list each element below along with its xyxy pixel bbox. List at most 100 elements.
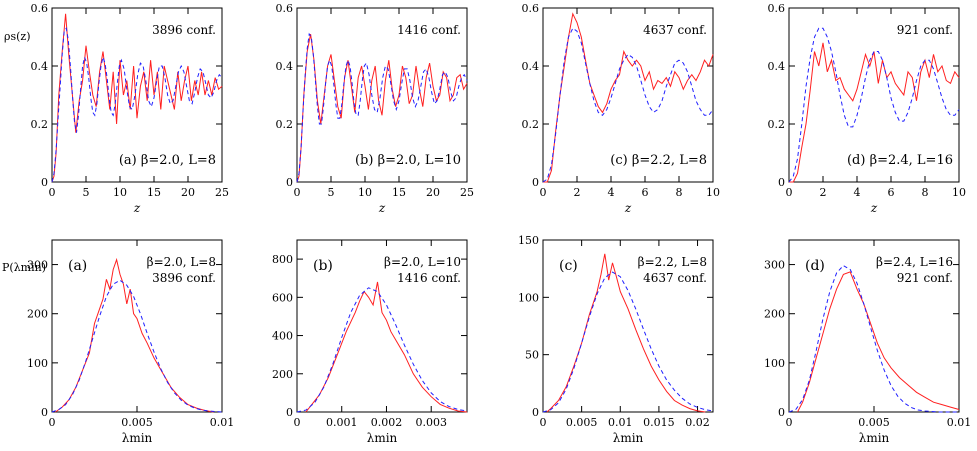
panel-top-c-xtick-label: 4 <box>608 186 615 199</box>
panel-top-a-xtick-label: 5 <box>83 186 90 199</box>
panel-bottom-c-xtick-label: 0 <box>540 416 547 429</box>
panel-top-b-fit-curve <box>296 32 468 183</box>
panel-top-c-ytick-label: 0.6 <box>522 2 540 15</box>
panel-bottom-c-ytick-label: 100 <box>518 291 539 304</box>
panel-bottom-d-ytick-label: 200 <box>764 308 785 321</box>
panel-bottom-a-ytick-label: 0 <box>41 406 48 419</box>
panel-top-a-xtick-label: 20 <box>181 186 195 199</box>
bottom-y-axis-label: P(λmin) <box>2 261 46 274</box>
panel-bottom-a-xlabel: λmin <box>122 431 153 445</box>
panel-top-c-ytick-label: 0.4 <box>522 60 540 73</box>
panel-top-c-xtick-label: 10 <box>706 186 720 199</box>
panel-bottom-d-data-line <box>797 271 960 413</box>
panel-bottom-d-ytick-label: 0 <box>778 406 785 419</box>
panel-bottom-c-param-label: β=2.2, L=8 <box>638 255 707 269</box>
panel-bottom-b-data-line <box>305 281 468 413</box>
panel-top-c-frame <box>542 7 714 183</box>
panel-top-d-frame <box>788 7 960 183</box>
panel-top-b-xtick-label: 0 <box>294 186 301 199</box>
panel-bottom-c-xtick-label: 0.01 <box>608 416 633 429</box>
panel-bottom-a-xtick-label: 0.005 <box>121 416 153 429</box>
panel-top-a-panel-label: (a) β=2.0, L=8 <box>119 153 216 168</box>
top-y-axis-label: ρs(z) <box>4 30 31 43</box>
panel-bottom-d-conf-label: 921 conf. <box>897 271 953 285</box>
panel-bottom-b-ytick-label: 600 <box>272 291 293 304</box>
panel-bottom-c-ytick-label: 50 <box>525 349 539 362</box>
panel-bottom-a-conf-label: 3896 conf. <box>152 271 216 285</box>
panel-bottom-c-ytick-label: 150 <box>518 234 539 247</box>
panel-top-d-xtick-label: 2 <box>820 186 827 199</box>
panel-top-a-xtick-label: 15 <box>147 186 161 199</box>
panel-bottom-b-panel-label: (b) <box>313 258 333 274</box>
panel-bottom-d-xtick-label: 0.01 <box>947 416 972 429</box>
panel-top-c-ytick-label: 0.2 <box>522 118 540 131</box>
panel-bottom-c-xlabel: λmin <box>613 431 644 445</box>
panel-top-b-data-line <box>296 34 468 183</box>
panel-bottom-b-xlabel: λmin <box>367 431 398 445</box>
panel-top-c-data-line <box>543 12 714 183</box>
panel-bottom-c-panel-label: (c) <box>559 258 578 274</box>
panel-bottom-c-xtick-label: 0.015 <box>643 416 675 429</box>
panel-top-d-xtick-label: 4 <box>854 186 861 199</box>
panel-top-a-xlabel: z <box>133 201 141 215</box>
panel-bottom-b-ytick-label: 800 <box>272 253 293 266</box>
panel-bottom-b-xtick-label: 0.003 <box>415 416 447 429</box>
panel-top-b-ytick-label: 0 <box>286 176 293 189</box>
panel-top-a-ytick-label: 0.6 <box>31 2 49 15</box>
panel-bottom-c-ytick-label: 0 <box>532 406 539 419</box>
panel-top-b-xlabel: z <box>378 201 386 215</box>
panel-bottom-c-frame <box>542 239 714 413</box>
panel-bottom-b-ytick-label: 200 <box>272 368 293 381</box>
panel-top-a-xtick-label: 10 <box>113 186 127 199</box>
panel-bottom-a-fit-curve <box>51 279 223 413</box>
panel-top-a-fit-curve <box>51 27 223 183</box>
panel-bottom-a-xtick-label: 0 <box>49 416 56 429</box>
panel-bottom-c-conf-label: 4637 conf. <box>643 271 707 285</box>
panel-bottom-b-xtick-label: 0.002 <box>371 416 403 429</box>
panel-top-b-conf-label: 1416 conf. <box>397 23 461 37</box>
panel-top-b-ytick-label: 0.6 <box>276 2 294 15</box>
panel-bottom-c-xtick-label: 0.02 <box>685 416 710 429</box>
panel-bottom-d-xtick-label: 0 <box>786 416 793 429</box>
panel-bottom-d-ytick-label: 300 <box>764 259 785 272</box>
panel-bottom-a-panel-label: (a) <box>68 258 87 274</box>
panel-top-a-frame <box>51 7 223 183</box>
panel-top-d-xtick-label: 8 <box>922 186 929 199</box>
bottom-y-axis-label-text: P(λmin) <box>2 261 46 274</box>
panel-top-c-panel-label: (c) β=2.2, L=8 <box>610 153 707 168</box>
panel-top-b-xtick-label: 25 <box>460 186 474 199</box>
panel-top-c-ytick-label: 0 <box>532 176 539 189</box>
panel-top-d-xtick-label: 10 <box>952 186 966 199</box>
panel-top-d-ytick-label: 0 <box>778 176 785 189</box>
panel-bottom-b-xtick-label: 0 <box>294 416 301 429</box>
panel-top-c-xlabel: z <box>624 201 632 215</box>
panel-top-d-xtick-label: 6 <box>888 186 895 199</box>
panel-top-b-panel-label: (b) β=2.0, L=10 <box>355 153 461 168</box>
panel-top-a-conf-label: 3896 conf. <box>152 23 216 37</box>
panel-top-d-panel-label: (d) β=2.4, L=16 <box>847 153 953 168</box>
panel-top-a-ytick-label: 0.2 <box>31 118 49 131</box>
panel-top-c-xtick-label: 2 <box>574 186 581 199</box>
panel-bottom-c-xtick-label: 0.005 <box>566 416 598 429</box>
panel-top-d-data-line <box>789 42 960 183</box>
panel-top-d-xtick-label: 0 <box>786 186 793 199</box>
panel-bottom-d-xlabel: λmin <box>859 431 890 445</box>
panel-bottom-d-xtick-label: 0.005 <box>858 416 890 429</box>
panel-bottom-a-ytick-label: 300 <box>27 259 48 272</box>
panel-bottom-b-ytick-label: 400 <box>272 330 293 343</box>
panel-top-d-ytick-label: 0.6 <box>768 2 786 15</box>
panel-bottom-b-param-label: β=2.0, L=10 <box>384 255 461 269</box>
panel-top-d-ytick-label: 0.2 <box>768 118 786 131</box>
panel-top-d-xlabel: z <box>870 201 878 215</box>
panel-bottom-d-fit-curve <box>788 264 959 413</box>
panel-bottom-a-xtick-label: 0.01 <box>210 416 235 429</box>
panel-bottom-a-data-line <box>55 257 214 413</box>
panel-top-c-fit-curve <box>542 27 714 183</box>
panel-top-a-xtick-label: 0 <box>49 186 56 199</box>
panel-bottom-b-conf-label: 1416 conf. <box>397 271 461 285</box>
panel-top-c-conf-label: 4637 conf. <box>643 23 707 37</box>
panel-top-c-xtick-label: 0 <box>540 186 547 199</box>
panel-top-a-xtick-label: 25 <box>215 186 229 199</box>
panel-bottom-a-ytick-label: 200 <box>27 308 48 321</box>
